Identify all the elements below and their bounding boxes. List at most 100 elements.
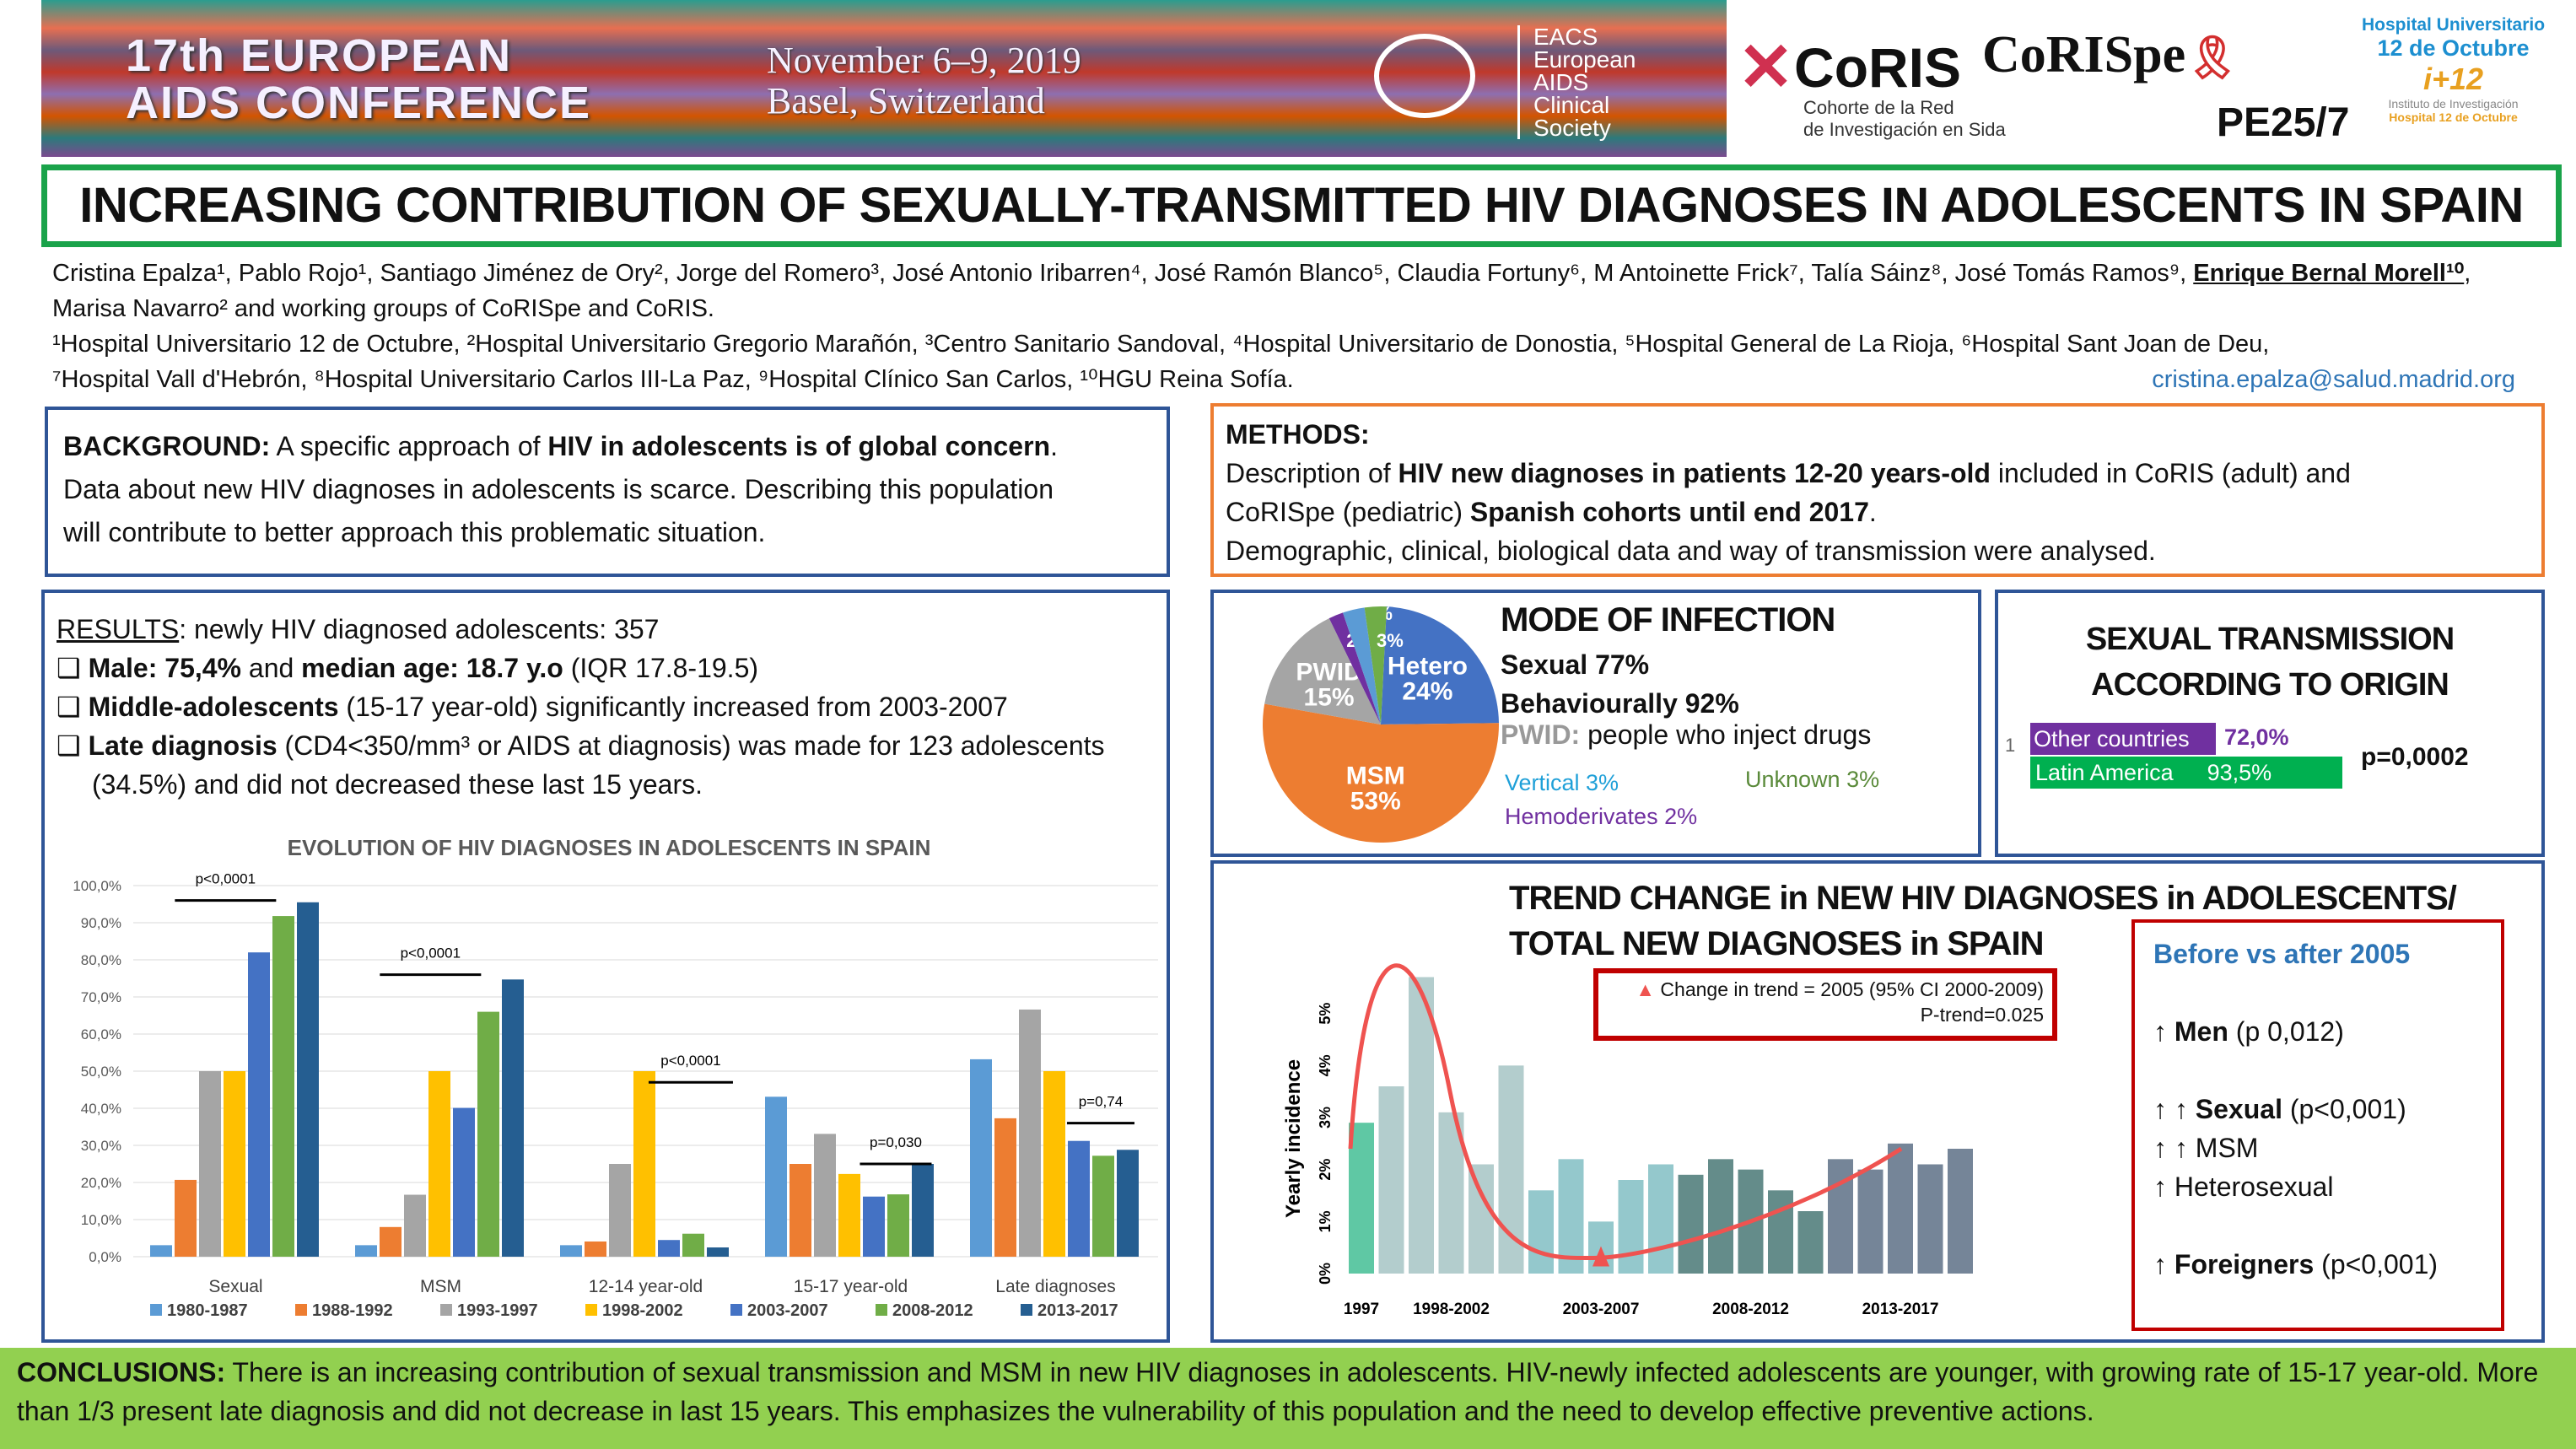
x-category-label: Sexual	[208, 1277, 262, 1296]
incidence-bar	[1797, 1211, 1824, 1274]
trend-legend: ▲ Change in trend = 2005 (95% CI 2000-20…	[1593, 968, 2057, 1041]
hospital-logo: Hospital Universitario 12 de Octubre i+12…	[2362, 15, 2546, 124]
bar-2013-2017	[297, 902, 319, 1257]
incidence-bar	[1648, 1164, 1673, 1274]
incidence-bar	[1469, 1164, 1494, 1274]
incidence-bar	[1498, 1065, 1524, 1274]
checkbox-icon: ❑	[57, 653, 89, 683]
trend-line	[1348, 963, 1903, 1261]
incidence-bar	[1948, 1149, 1973, 1274]
legend-swatch	[1021, 1304, 1032, 1316]
coris-x-icon: ✕	[1738, 30, 1795, 105]
pie-slice	[1263, 703, 1499, 843]
y-tick-label: 4%	[1317, 1054, 1334, 1076]
x-tick-label: 2003-2007	[1563, 1301, 1640, 1318]
legend-label: 2003-2007	[747, 1301, 828, 1320]
bar-2008-2012	[1092, 1155, 1114, 1257]
bar-2008-2012	[887, 1194, 909, 1257]
legend-label: 1980-1987	[167, 1301, 248, 1320]
conference-name: 17th EUROPEAN AIDS CONFERENCE	[126, 30, 592, 128]
chart-title: EVOLUTION OF HIV DIAGNOSES IN ADOLESCENT…	[288, 835, 931, 860]
bar-1998-2002	[224, 1071, 245, 1257]
incidence-bar	[1888, 1143, 1913, 1274]
trend-change-marker	[1592, 1246, 1609, 1267]
pie-slice	[1328, 612, 1381, 724]
bar-2008-2012	[682, 1233, 704, 1257]
poster-title: INCREASING CONTRIBUTION OF SEXUALLY-TRAN…	[41, 164, 2562, 247]
background-section: BACKGROUND: A specific approach of HIV i…	[45, 407, 1170, 577]
x-tick-label: 1998-2002	[1413, 1301, 1490, 1318]
p-value-label: p<0,0001	[660, 1053, 720, 1069]
bar-1980-1987	[970, 1058, 992, 1257]
pie-label: Hetero	[1388, 653, 1468, 681]
checkbox-icon: ❑	[57, 730, 89, 761]
evolution-bar-chart: EVOLUTION OF HIV DIAGNOSES IN ADOLESCENT…	[73, 835, 1158, 1320]
incidence-bar	[1678, 1174, 1704, 1274]
poster-id: PE25/7	[2217, 100, 2350, 145]
incidence-bar	[1857, 1169, 1883, 1274]
bar-2003-2007	[453, 1107, 475, 1257]
legend-swatch	[585, 1304, 597, 1316]
y-tick-label: 50,0%	[81, 1064, 121, 1080]
bar-1993-1997	[814, 1134, 836, 1257]
legend-swatch	[876, 1304, 887, 1316]
pie-value: 24%	[1402, 678, 1452, 706]
x-tick-label: 2013-2017	[1862, 1301, 1939, 1318]
y-tick-label: 1%	[1317, 1210, 1334, 1232]
checkbox-icon: ❑	[57, 692, 89, 722]
bar-1993-1997	[1019, 1009, 1041, 1257]
p-value-label: p<0,0001	[401, 945, 461, 962]
y-tick-label: 90,0%	[81, 915, 121, 931]
coris-logo: ✕ CoRIS Cohorte de la Red de Investigación…	[1738, 30, 2006, 141]
y-tick-label: 30,0%	[81, 1138, 121, 1154]
legend-label: 2013-2017	[1037, 1301, 1118, 1320]
y-tick-label: 100,0%	[73, 878, 121, 894]
results-section: RESULTS: newly HIV diagnosed adolescents…	[41, 590, 1170, 1343]
x-category-label: 12-14 year-old	[589, 1277, 703, 1296]
incidence-bar	[1378, 1086, 1404, 1274]
bar-1988-1992	[585, 1241, 606, 1257]
y-tick-label: 0,0%	[89, 1249, 121, 1265]
x-category-label: MSM	[420, 1277, 461, 1296]
y-tick-label: 0%	[1317, 1263, 1334, 1285]
bar-1988-1992	[175, 1179, 197, 1257]
pie-label: MSM	[1346, 762, 1405, 790]
contact-email[interactable]: cristina.epalza@salud.madrid.org	[2152, 366, 2515, 393]
bar-1998-2002	[633, 1071, 655, 1257]
bar-1993-1997	[609, 1164, 631, 1257]
bar-2013-2017	[912, 1164, 934, 1257]
pie-value: 3%	[1377, 630, 1404, 651]
incidence-bar	[1708, 1159, 1733, 1274]
bar-2003-2007	[658, 1240, 680, 1257]
pie-slice	[1381, 606, 1499, 724]
bar-2003-2007	[1068, 1140, 1090, 1257]
p-value-label: p=0,74	[1079, 1094, 1123, 1110]
bar-2013-2017	[502, 979, 524, 1257]
bar-1993-1997	[404, 1194, 426, 1257]
y-tick-label: 20,0%	[81, 1175, 121, 1191]
bar-2008-2012	[272, 916, 294, 1257]
before-after-summary: Before vs after 2005 ↑ Men (p 0,012) ↑ ↑…	[2131, 919, 2504, 1331]
legend-label: 2008-2012	[892, 1301, 973, 1320]
y-tick-label: 80,0%	[81, 952, 121, 968]
bar-1998-2002	[1043, 1071, 1065, 1257]
incidence-bar	[1349, 1123, 1374, 1274]
x-category-label: 15-17 year-old	[794, 1277, 908, 1296]
origin-bar-other: Other countries	[2030, 723, 2216, 755]
bar-1988-1992	[380, 1226, 401, 1257]
incidence-bar	[1409, 977, 1434, 1274]
legend-swatch	[440, 1304, 452, 1316]
bar-2003-2007	[248, 952, 270, 1257]
y-tick-label: 60,0%	[81, 1026, 121, 1042]
legend-swatch	[730, 1304, 742, 1316]
pie-slice	[1264, 618, 1381, 724]
y-tick-label: 2%	[1317, 1159, 1334, 1181]
bar-1980-1987	[150, 1245, 172, 1257]
bar-2013-2017	[1117, 1150, 1139, 1257]
incidence-bar	[1528, 1190, 1554, 1274]
legend-label: 1998-2002	[602, 1301, 683, 1320]
incidence-bar	[1558, 1159, 1584, 1274]
y-tick-label: 40,0%	[81, 1101, 121, 1117]
